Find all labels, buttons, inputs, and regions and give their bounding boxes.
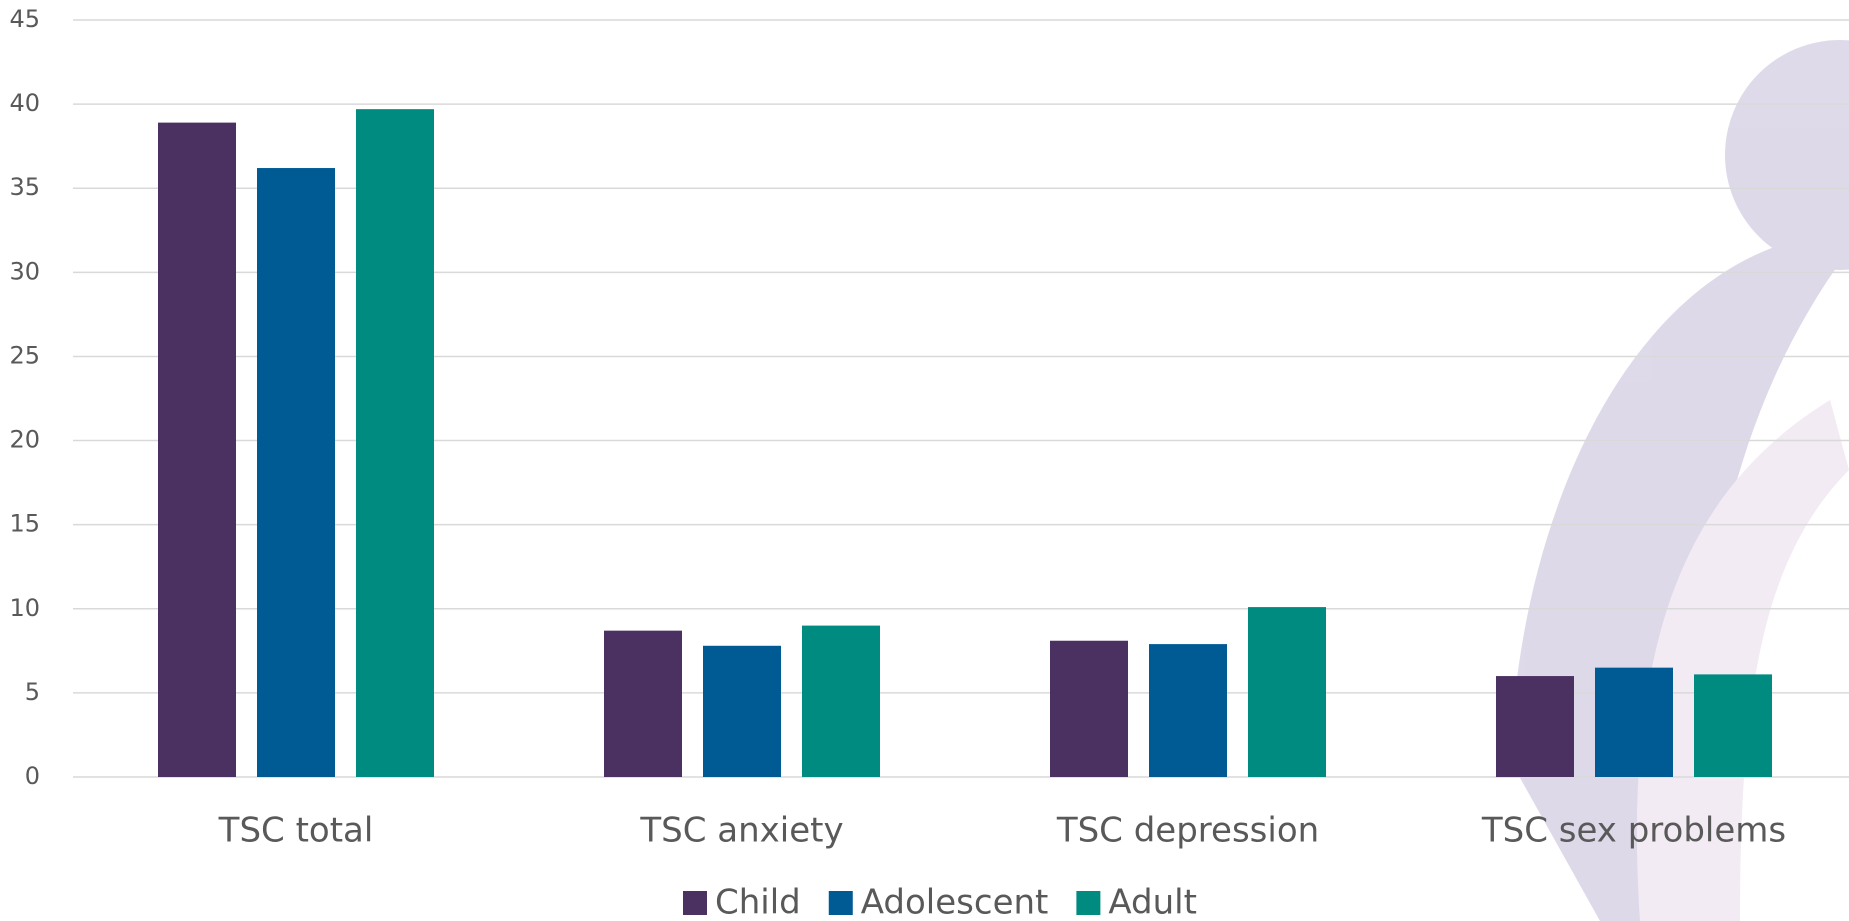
bar bbox=[1050, 640, 1128, 777]
y-tick-label: 10 bbox=[9, 594, 40, 622]
bar bbox=[1496, 676, 1574, 777]
bar bbox=[1694, 674, 1772, 777]
legend-label: Adolescent bbox=[861, 883, 1049, 921]
bar bbox=[158, 122, 236, 778]
legend-label: Adult bbox=[1108, 883, 1197, 921]
y-tick-label: 45 bbox=[9, 5, 40, 33]
y-tick-label: 30 bbox=[9, 257, 40, 285]
y-tick-label: 35 bbox=[9, 173, 40, 201]
bar bbox=[1149, 644, 1227, 777]
x-tick-label: TSC sex problems bbox=[1481, 811, 1786, 851]
y-tick-label: 15 bbox=[9, 510, 40, 538]
background-figure bbox=[1510, 40, 1849, 921]
x-tick-label: TSC total bbox=[218, 811, 374, 851]
legend-swatch bbox=[828, 891, 853, 915]
bar bbox=[1248, 607, 1326, 777]
bar bbox=[257, 168, 335, 778]
bar bbox=[802, 625, 880, 777]
y-tick-label: 40 bbox=[9, 89, 40, 117]
bar bbox=[703, 645, 781, 777]
x-tick-label: TSC depression bbox=[1056, 811, 1319, 851]
y-tick-label: 20 bbox=[9, 426, 40, 454]
legend-swatch bbox=[683, 891, 707, 915]
bar bbox=[356, 109, 434, 777]
y-tick-label: 25 bbox=[9, 341, 40, 369]
legend-swatch bbox=[1076, 891, 1101, 915]
y-tick-label: 5 bbox=[25, 678, 40, 706]
x-tick-label: TSC anxiety bbox=[639, 811, 843, 851]
legend-label: Child bbox=[715, 883, 801, 921]
bar bbox=[604, 630, 682, 777]
plot-area: 0 5 10 15 20 25 30 35 40 45 TSC total TSC anxiety TS… bbox=[9, 5, 1849, 921]
bar bbox=[1595, 667, 1673, 777]
y-tick-label: 0 bbox=[25, 762, 40, 790]
